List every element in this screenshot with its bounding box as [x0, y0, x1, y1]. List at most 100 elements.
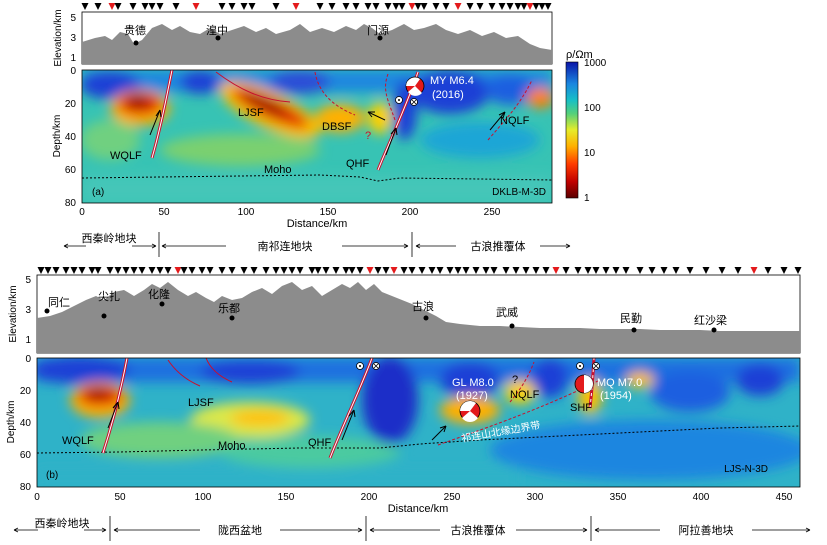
x-tick: 100 [238, 207, 255, 218]
station-marker-icon [148, 267, 156, 274]
station-marker-icon [408, 3, 416, 10]
station-marker-icon [532, 3, 540, 10]
town-marker [631, 327, 637, 333]
town-marker [423, 315, 429, 321]
station-marker-icon [192, 3, 200, 10]
block-label: 陇西盆地 [218, 523, 262, 537]
station-marker-icon [414, 3, 422, 10]
station-marker-icon [526, 3, 534, 10]
earthquake-label: GL M8.0 [452, 377, 494, 389]
station-marker-icon [44, 267, 52, 274]
arrow-head [390, 127, 398, 136]
station-marker-icon [280, 267, 288, 274]
station-marker-icon [506, 3, 514, 10]
station-marker-icon [308, 267, 316, 274]
station-marker-icon [418, 267, 426, 274]
depth-ticks-a: 0 20 40 60 80 [65, 66, 77, 209]
fault-label: QHF [308, 437, 332, 449]
station-marker-icon [538, 3, 546, 10]
elev-ticks-b: 5 3 1 [25, 275, 31, 346]
elev-tick: 5 [25, 275, 31, 286]
town-marker [509, 323, 515, 329]
station-marker-icon [734, 267, 742, 274]
panel-a: 5 3 1 Elevation/km 贵德 湟中 门源 [52, 3, 571, 257]
station-marker-icon [272, 3, 280, 10]
town-label: 贵德 [124, 23, 146, 37]
depth-tick: 60 [20, 450, 32, 461]
station-marker-icon [398, 3, 406, 10]
focal-mechanism-icon [574, 374, 594, 394]
topography-a [82, 24, 552, 64]
station-marker-icon [78, 267, 86, 274]
town-marker [711, 327, 717, 333]
station-marker-icon [322, 267, 330, 274]
station-marker-icon [348, 267, 356, 274]
focal-mechanism-icon [405, 76, 425, 96]
station-marker-icon [462, 267, 470, 274]
x-tick: 200 [402, 207, 419, 218]
arrow-left-icon [369, 527, 440, 533]
section-frame-b [36, 357, 801, 488]
station-marker-icon [476, 3, 484, 10]
colorbar-tick: 10 [584, 148, 596, 159]
topography-b [37, 282, 800, 353]
model-name: LJS-N-3D [724, 464, 768, 475]
station-marker-icon [622, 267, 630, 274]
station-marker-icon [356, 267, 364, 274]
moho-line-b [37, 425, 800, 454]
station-marker-icon [81, 3, 89, 10]
station-marker-icon [88, 267, 96, 274]
colorbar-tick: 1000 [584, 58, 607, 69]
station-marker-icon [488, 3, 496, 10]
station-marker-icon [206, 267, 214, 274]
station-marker-icon [780, 267, 788, 274]
colorbar-scale [565, 61, 579, 199]
station-row-a [81, 3, 552, 10]
block-label: 西秦岭地块 [35, 516, 90, 530]
station-marker-icon [262, 267, 270, 274]
station-marker-icon [94, 3, 102, 10]
station-marker-icon [114, 3, 122, 10]
station-marker-icon [514, 3, 522, 10]
section-frame-a [81, 69, 553, 204]
station-marker-icon [686, 267, 694, 274]
town-label: 尖扎 [98, 289, 120, 303]
station-marker-icon [584, 267, 592, 274]
depth-tick: 0 [70, 66, 76, 77]
station-marker-icon [141, 3, 149, 10]
arrow-right-icon [84, 527, 107, 533]
depth-tick: 20 [65, 99, 77, 110]
station-marker-icon [472, 267, 480, 274]
station-marker-icon [522, 267, 530, 274]
town-marker [159, 301, 165, 307]
station-marker-icon [296, 267, 304, 274]
arrow-right-icon [516, 527, 588, 533]
depth-tick: 40 [20, 418, 32, 429]
depth-ticks-b: 0 20 40 60 80 [20, 354, 32, 493]
station-marker-icon [408, 267, 416, 274]
station-marker-icon [552, 267, 560, 274]
station-marker-icon [288, 267, 296, 274]
elev-tick: 5 [70, 13, 76, 24]
arrow-right-icon [540, 243, 571, 249]
station-marker-icon [188, 267, 196, 274]
arrow-head [112, 401, 120, 410]
arrow-head [367, 111, 375, 118]
station-row-b [37, 267, 802, 274]
colorbar: ρ/Ωm 1000 100 10 1 [565, 49, 607, 204]
station-marker-icon [332, 267, 340, 274]
arrow-right-icon [752, 527, 811, 533]
model-name: DKLB-M-3D [492, 187, 546, 198]
station-marker-icon [130, 267, 138, 274]
elev-tick: 1 [70, 53, 76, 64]
station-marker-icon [542, 267, 550, 274]
depth-tick: 60 [65, 165, 77, 176]
station-marker-icon [164, 267, 172, 274]
x-tick: 50 [114, 492, 126, 503]
depth-tick: 80 [20, 482, 32, 493]
fault-label: LJSF [238, 107, 264, 119]
block-name: 西秦岭地块 [82, 231, 137, 245]
town-label: 湟中 [206, 24, 228, 37]
station-marker-icon [228, 267, 236, 274]
